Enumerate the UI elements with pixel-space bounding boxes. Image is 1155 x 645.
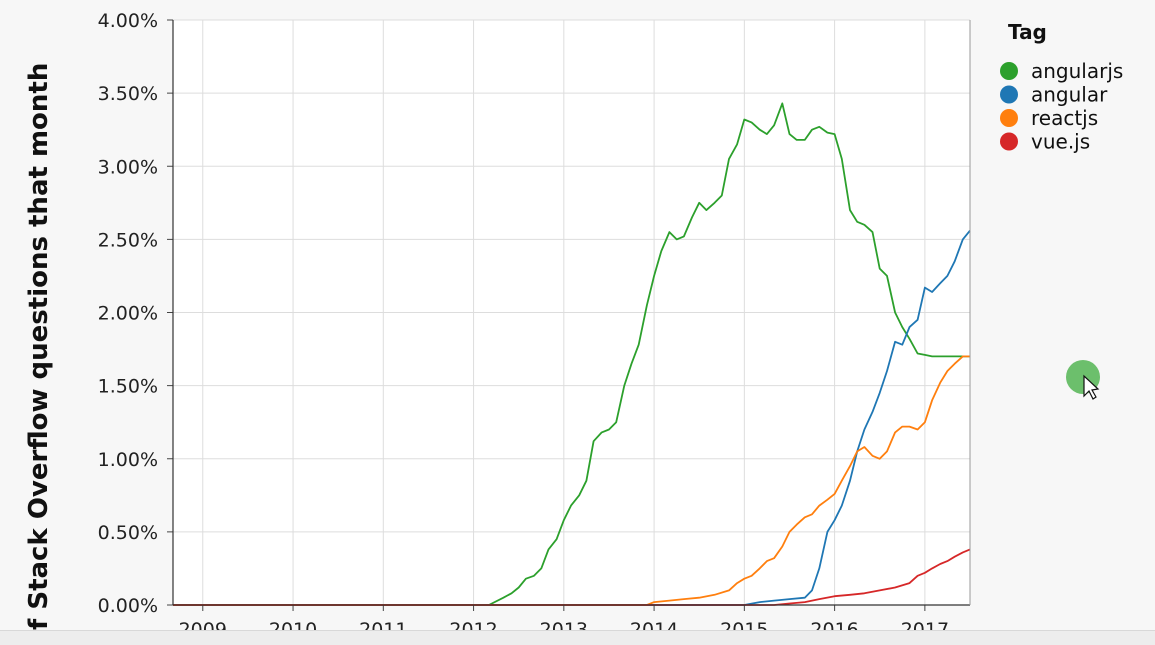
y-tick-labels: 0.00% 0.50% 1.00% 1.50% 2.00% 2.50% 3.00% 3.50%… [98,10,158,617]
y-tick-label: 4.00% [98,10,158,32]
axes [167,19,971,611]
y-tick-label: 1.00% [98,449,158,471]
legend-swatch [1000,109,1018,127]
y-tick-label: 1.50% [98,376,158,398]
legend-swatch [1000,62,1018,80]
legend-label: reactjs [1031,106,1098,130]
legend-label: vue.js [1031,130,1090,154]
series-line-reactjs [173,355,970,606]
bottom-scroll-strip[interactable] [0,630,1155,645]
y-axis-title: f Stack Overflow questions that month [24,63,54,630]
y-tick-label: 3.50% [98,83,158,105]
legend-label: angularjs [1031,59,1123,83]
legend-swatch [1000,132,1018,151]
legend-swatch [1000,85,1018,104]
series-line-angular [173,230,971,606]
legend-label: angular [1031,83,1108,107]
cursor-indicator [1066,360,1100,400]
series-layer [173,102,971,606]
y-tick-label: 3.00% [98,156,158,178]
series-line-angularjs [173,102,970,606]
legend-title: Tag [1008,20,1047,44]
mouse-pointer-icon [1083,374,1100,400]
y-tick-label: 0.50% [98,522,158,544]
y-tick-label: 0.00% [98,595,158,617]
grid [173,19,970,606]
y-tick-label: 2.00% [98,303,158,325]
series-line-vuejs [173,548,971,606]
y-tick-label: 2.50% [98,229,158,251]
